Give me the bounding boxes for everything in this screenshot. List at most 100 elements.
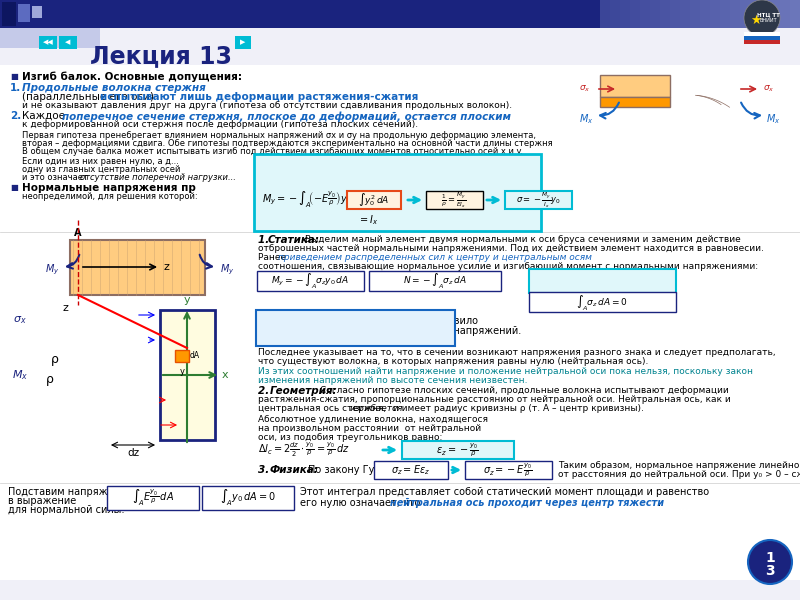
FancyBboxPatch shape [505,191,572,209]
Bar [744,32,780,36]
Text: от расстояния до нейтральной оси. При y₀ > 0 – сжатие.: от расстояния до нейтральной оси. При y₀… [558,470,800,479]
Text: 1.: 1. [258,235,273,245]
Text: ■: ■ [10,183,18,192]
Text: По закону Гука:: По закону Гука: [308,465,390,475]
Text: A: A [74,228,82,238]
Text: отсутствие поперечной нагрузки...: отсутствие поперечной нагрузки... [80,173,236,182]
Text: растяжения-сжатия, пропорциональные расстоянию от нейтральной оси. Нейтральная о: растяжения-сжатия, пропорциональные расс… [258,395,730,404]
Text: ▶: ▶ [240,39,246,45]
Text: на произвольном расстоянии  от нейтральной: на произвольном расстоянии от нейтрально… [258,424,481,433]
Text: Геометрия:: Геометрия: [270,386,338,396]
Text: Каждое: Каждое [22,111,68,121]
Text: момента (y₀ ≡ y ):: момента (y₀ ≡ y ): [260,177,352,187]
Text: нейтральная ось проходит через центр тяжести: нейтральная ось проходит через центр тяж… [390,498,664,508]
Bar [235,36,251,49]
Text: 1: 1 [765,551,775,565]
Text: вторая – деформациями сдвига. Обе гипотезы подтверждаются экспериментально на ос: вторая – деформациями сдвига. Обе гипоте… [22,139,553,148]
Text: 3.: 3. [258,465,273,475]
Text: Лекция 13: Лекция 13 [90,44,232,68]
Text: $\sigma_x$: $\sigma_x$ [13,314,27,326]
Bar [600,0,800,28]
Circle shape [744,0,780,36]
Bar [670,0,680,28]
Text: 1.: 1. [10,83,22,93]
FancyBboxPatch shape [256,310,455,346]
FancyBboxPatch shape [529,292,676,312]
Text: Этот интеграл представляет собой статический момент площади и равенство: Этот интеграл представляет собой статиче… [300,487,709,497]
Text: Абсолютное удлинение волокна, находящегося: Абсолютное удлинение волокна, находящего… [258,415,488,424]
Text: Подставим напряжение: Подставим напряжение [8,487,132,497]
Text: 3: 3 [765,564,775,578]
Bar [730,0,740,28]
Text: Статика:: Статика: [268,235,320,245]
Bar [160,310,215,440]
Text: Изгиб балок. Основные допущения:: Изгиб балок. Основные допущения: [22,72,242,82]
Bar [18,4,30,22]
Text: ★: ★ [750,13,762,26]
Text: поперечное сечение стержня, плоское до деформаций, остается плоским: поперечное сечение стержня, плоское до д… [62,111,511,121]
Text: z: z [62,303,68,313]
Bar [770,0,780,28]
Text: $\sigma=-\frac{M_y}{I_x}y_0$: $\sigma=-\frac{M_y}{I_x}y_0$ [515,190,561,210]
Text: при изгибе равно нулю, то:: при изгибе равно нулю, то: [535,281,666,290]
Text: и не оказывают давления друг на друга (гипотеза об отсутствии сдавливания продол: и не оказывают давления друг на друга (г… [22,101,512,110]
Bar [70,240,205,295]
Bar [39,36,57,49]
Text: ◀: ◀ [66,39,70,45]
Bar [175,350,189,362]
Bar [780,0,790,28]
Text: в выражение для изгибающего: в выражение для изгибающего [260,168,423,178]
FancyBboxPatch shape [347,191,401,209]
Text: $\int_A y_0\,dA = 0$: $\int_A y_0\,dA = 0$ [220,488,276,508]
FancyBboxPatch shape [254,154,541,231]
Text: приведением распределенных сил к центру и центральным осям: приведением распределенных сил к центру … [278,253,592,262]
Text: dA: dA [190,350,200,359]
FancyBboxPatch shape [529,269,676,293]
Text: $M_x$: $M_x$ [766,112,780,126]
Text: 2.: 2. [258,386,273,396]
Text: Первая гипотеза пренебрегает влиянием нормальных напряжений σx и σy на продольну: Первая гипотеза пренебрегает влиянием но… [22,131,536,140]
Text: НТЦ ТТ: НТЦ ТТ [757,13,779,17]
Text: z: z [163,262,169,272]
Text: его нулю означает, что: его нулю означает, что [300,498,423,508]
Text: (параллельные его оси): (параллельные его оси) [22,92,158,102]
Text: $= I_x$: $= I_x$ [358,213,379,227]
Bar [600,97,670,107]
Text: y: y [179,367,185,376]
Text: Подставим напряжение: Подставим напряжение [260,159,384,169]
Bar [760,0,770,28]
Text: оси, из подобия треугольников равно:: оси, из подобия треугольников равно: [258,433,442,442]
Text: изменения напряжений по высоте сечения неизвестен.: изменения напряжений по высоте сечения н… [258,376,527,385]
Text: $\sigma_z = -E\frac{y_0}{\rho}$: $\sigma_z = -E\frac{y_0}{\rho}$ [483,461,533,479]
Text: ρ: ρ [51,353,59,367]
Text: $M_x$: $M_x$ [578,112,594,126]
Text: ВНИИТ: ВНИИТ [759,19,777,23]
Text: $\int y_0^2\,dA$: $\int y_0^2\,dA$ [358,191,390,208]
Text: $\int_A \sigma_z\,dA = 0$: $\int_A \sigma_z\,dA = 0$ [576,292,628,311]
FancyBboxPatch shape [426,191,483,209]
Bar [59,36,77,49]
Text: испытывают лишь деформации растяжения-сжатия: испытывают лишь деформации растяжения-сж… [100,92,418,102]
Text: В общем случае балка может испытывать изгиб под действием изгибающих моментов от: В общем случае балка может испытывать из… [22,147,523,156]
Text: 2.: 2. [10,111,22,121]
Bar [32,6,42,18]
Text: Если один из них равен нулю, а д...: Если один из них равен нулю, а д... [22,157,179,166]
FancyBboxPatch shape [374,461,448,479]
Bar [600,75,670,97]
Text: Таким образом, нормальное напряжение линейно зависит: Таким образом, нормальное напряжение лин… [558,461,800,470]
Circle shape [748,540,792,584]
Text: в выражение: в выражение [8,496,76,506]
Text: ρ: ρ [46,373,54,386]
FancyBboxPatch shape [202,486,294,510]
FancyBboxPatch shape [369,271,501,291]
Text: Продольные волокна стержня: Продольные волокна стержня [22,83,206,93]
Bar [744,40,780,44]
Bar [700,0,710,28]
FancyBboxPatch shape [465,461,552,479]
Text: Ранее: Ранее [258,253,289,262]
Text: знаков для изгибающего момента и напряжений.: знаков для изгибающего момента и напряже… [263,326,522,336]
Text: dz: dz [127,448,139,458]
Text: $\varepsilon_z = -\frac{y_0}{\rho}$: $\varepsilon_z = -\frac{y_0}{\rho}$ [436,441,478,459]
Bar [0,0,800,28]
Text: Из этих соотношений найти напряжение и положение нейтральной оси пока нельзя, по: Из этих соотношений найти напряжение и п… [258,367,753,376]
